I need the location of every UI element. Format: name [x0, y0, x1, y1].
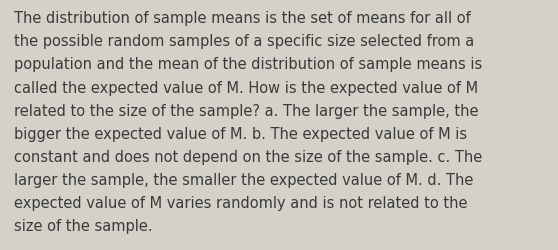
Text: population and the mean of the distribution of sample means is: population and the mean of the distribut…	[14, 57, 482, 72]
Text: the possible random samples of a specific size selected from a: the possible random samples of a specifi…	[14, 34, 474, 49]
Text: The distribution of sample means is the set of means for all of: The distribution of sample means is the …	[14, 11, 471, 26]
Text: expected value of M varies randomly and is not related to the: expected value of M varies randomly and …	[14, 195, 468, 210]
Text: called the expected value of M. How is the expected value of M: called the expected value of M. How is t…	[14, 80, 478, 95]
Text: larger the sample, the smaller the expected value of M. d. The: larger the sample, the smaller the expec…	[14, 172, 473, 187]
Text: related to the size of the sample? a. The larger the sample, the: related to the size of the sample? a. Th…	[14, 103, 478, 118]
Text: constant and does not depend on the size of the sample. c. The: constant and does not depend on the size…	[14, 149, 482, 164]
Text: size of the sample.: size of the sample.	[14, 218, 152, 233]
Text: bigger the expected value of M. b. The expected value of M is: bigger the expected value of M. b. The e…	[14, 126, 467, 141]
